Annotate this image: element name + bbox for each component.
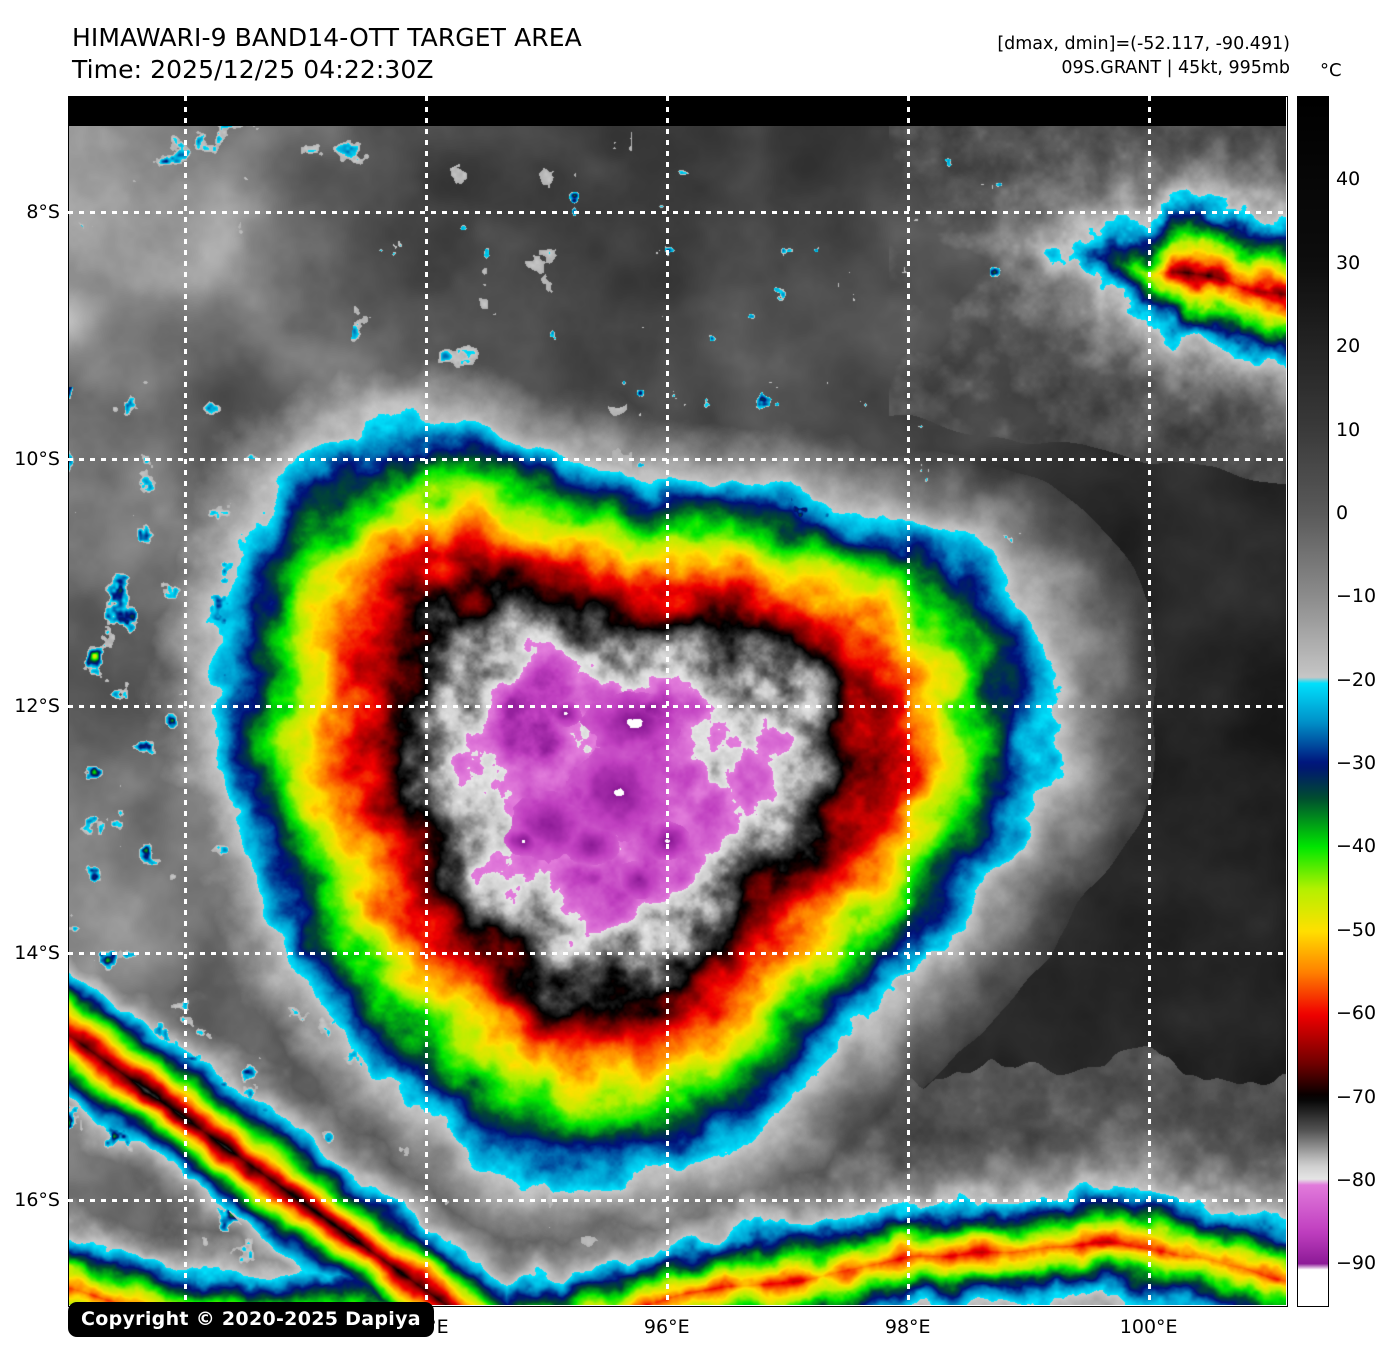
y-tick-label: 14°S — [14, 942, 60, 965]
colorbar-tick-label: −20 — [1336, 668, 1377, 691]
colorbar-tick-label: −10 — [1336, 585, 1377, 608]
page-title: HIMAWARI-9 BAND14-OTT TARGET AREA Time: … — [72, 22, 582, 86]
gridline-lat — [68, 705, 1286, 709]
colorbar-tick-label: 30 — [1336, 251, 1361, 274]
colorbar-tick-label: −60 — [1336, 1002, 1377, 1025]
gridline-lat — [68, 952, 1286, 956]
no-data-bar — [68, 96, 1286, 126]
temperature-colorbar[interactable] — [1297, 96, 1329, 1307]
y-tick-label: 16°S — [14, 1189, 60, 1212]
lat-lon-grid — [68, 96, 1286, 1305]
time-text: Time: 2025/12/25 04:22:30Z — [72, 55, 434, 84]
title-text: HIMAWARI-9 BAND14-OTT TARGET AREA — [72, 23, 582, 52]
colorbar-tick-label: 10 — [1336, 418, 1361, 441]
x-tick-label: 100°E — [1119, 1316, 1178, 1338]
infrared-satellite-canvas — [68, 96, 1286, 1305]
colorbar-unit-label: °C — [1320, 60, 1342, 81]
metadata-block: [dmax, dmin]=(-52.117, -90.491) 09S.GRAN… — [997, 32, 1290, 80]
dmax-dmin-text: [dmax, dmin]=(-52.117, -90.491) — [997, 34, 1290, 54]
x-tick-label: 98°E — [884, 1316, 931, 1338]
colorbar-tick-label: −80 — [1336, 1168, 1377, 1191]
gridline-lon — [424, 96, 428, 1305]
copyright-watermark: Copyright © 2020-2025 Dapiya — [68, 1302, 434, 1337]
colorbar-tick-label: −40 — [1336, 835, 1377, 858]
gridline-lat — [68, 1199, 1286, 1203]
y-tick-label: 10°S — [14, 448, 60, 471]
colorbar-tick-label: −30 — [1336, 752, 1377, 775]
gridline-lat — [68, 458, 1286, 462]
x-tick-label: 96°E — [643, 1316, 690, 1338]
gridline-lon — [1147, 96, 1151, 1305]
colorbar-tick-label: 40 — [1336, 168, 1361, 191]
colorbar-tick-label: −90 — [1336, 1252, 1377, 1275]
gridline-lon — [183, 96, 187, 1305]
colorbar-gradient — [1298, 97, 1328, 1306]
colorbar-tick-label: −50 — [1336, 918, 1377, 941]
gridline-lon — [665, 96, 669, 1305]
storm-info-text: 09S.GRANT | 45kt, 995mb — [1061, 58, 1290, 78]
y-tick-label: 8°S — [26, 201, 60, 224]
colorbar-tick-label: 20 — [1336, 335, 1361, 358]
y-tick-label: 12°S — [14, 695, 60, 718]
gridline-lon — [906, 96, 910, 1305]
satellite-image-plot[interactable] — [68, 96, 1286, 1305]
colorbar-tick-label: 0 — [1336, 501, 1349, 524]
colorbar-tick-label: −70 — [1336, 1085, 1377, 1108]
gridline-lat — [68, 211, 1286, 215]
